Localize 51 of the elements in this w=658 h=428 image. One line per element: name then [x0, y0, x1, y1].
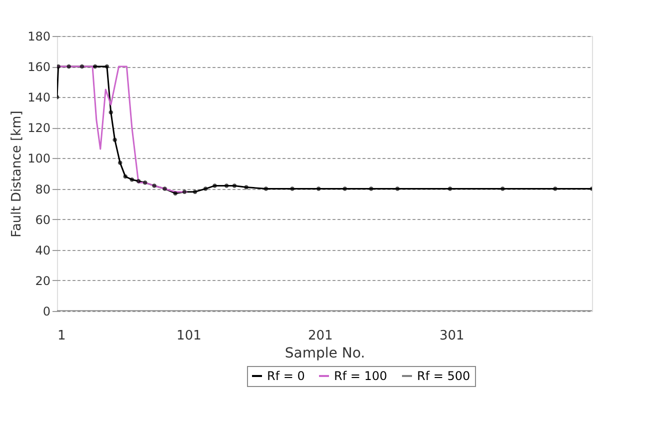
- point: [553, 186, 558, 191]
- point: [93, 64, 98, 69]
- point: [224, 184, 229, 188]
- point: [342, 186, 347, 191]
- x-axis-title: Sample No.: [284, 346, 366, 362]
- point: [112, 138, 117, 142]
- point: [118, 160, 122, 165]
- y-tick-label: 80: [35, 182, 50, 196]
- point: [395, 186, 400, 191]
- x-tick-label: 201: [308, 328, 333, 344]
- point: [316, 186, 321, 191]
- y-axis-title: Fault Distance [km]: [10, 110, 25, 238]
- y-tick-label: 180: [28, 30, 50, 44]
- point: [212, 184, 217, 188]
- line-series: [57, 64, 592, 196]
- point: [192, 190, 198, 194]
- point: [203, 186, 208, 191]
- y-tick-label: 120: [28, 121, 50, 136]
- legend-label: Rf = 100: [334, 369, 388, 383]
- x-tick-label: 101: [176, 328, 202, 344]
- y-tick-label: 0: [42, 304, 50, 318]
- y-tick-label: 160: [28, 60, 50, 74]
- point: [66, 64, 71, 69]
- x-tick-label: 301: [439, 328, 464, 344]
- point: [108, 110, 114, 115]
- x-tick-label: 1: [58, 328, 66, 344]
- point: [182, 190, 187, 194]
- point: [264, 186, 268, 191]
- point: [152, 184, 156, 188]
- point: [173, 191, 178, 196]
- point: [162, 186, 167, 191]
- point: [142, 180, 148, 185]
- point: [500, 186, 505, 191]
- legend-label: Rf = 500: [417, 369, 470, 383]
- legend-label: Rf = 0: [267, 369, 305, 383]
- y-tick-label: 140: [28, 90, 50, 105]
- point: [130, 177, 134, 182]
- point: [136, 179, 141, 184]
- point: [57, 64, 60, 69]
- y-tick-label: 40: [35, 243, 50, 258]
- y-tick-label: 100: [28, 152, 50, 166]
- point: [448, 186, 452, 191]
- point: [80, 64, 84, 69]
- point: [104, 64, 110, 69]
- y-tick-label: 60: [35, 212, 50, 227]
- y-tick-label: 20: [35, 274, 50, 288]
- point: [369, 186, 374, 191]
- point: [232, 184, 237, 188]
- point: [290, 186, 294, 191]
- point: [244, 185, 248, 190]
- point: [123, 174, 128, 179]
